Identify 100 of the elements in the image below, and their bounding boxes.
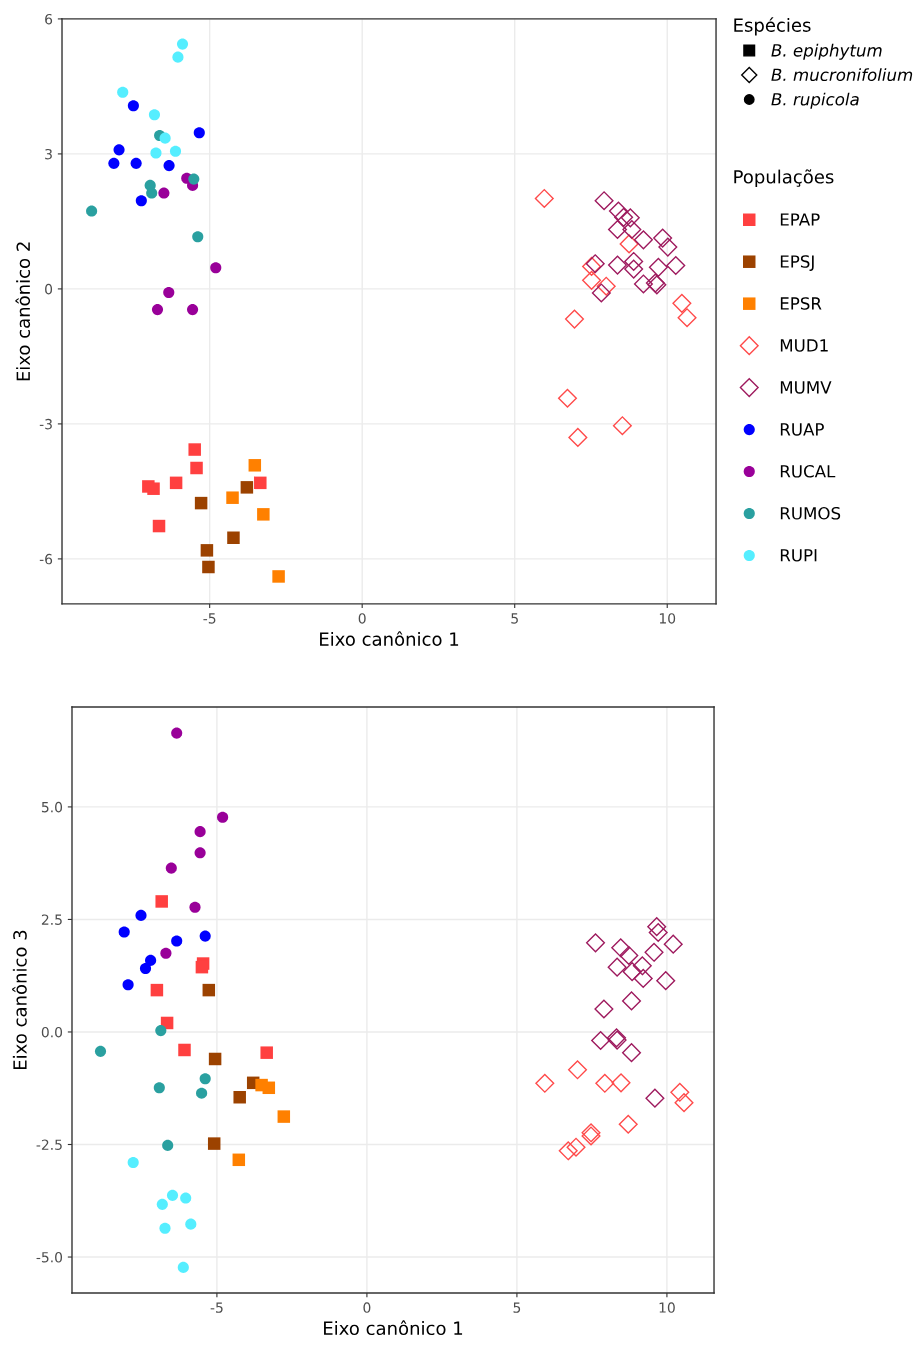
point <box>557 388 578 408</box>
point <box>622 219 642 240</box>
point <box>262 1081 276 1095</box>
point <box>169 145 182 157</box>
point <box>622 962 642 982</box>
point <box>621 991 642 1011</box>
point <box>135 909 147 921</box>
point <box>165 862 177 874</box>
x-tick-label: -5 <box>203 613 216 624</box>
point <box>648 257 668 277</box>
point <box>248 459 262 472</box>
point <box>189 901 201 913</box>
point <box>608 201 628 221</box>
point <box>594 191 614 211</box>
point <box>535 1073 555 1093</box>
point <box>621 1043 642 1063</box>
point <box>558 1141 578 1161</box>
point <box>633 274 653 294</box>
point <box>207 1137 221 1150</box>
point <box>272 570 285 583</box>
point <box>166 1189 179 1201</box>
legend-label: RUPI <box>780 549 817 562</box>
point <box>591 283 611 303</box>
point <box>169 476 183 490</box>
y-tick-label: 0.0 <box>41 1026 63 1038</box>
point <box>607 957 627 977</box>
legend-title: Populações <box>734 169 834 188</box>
point <box>202 560 215 574</box>
point <box>648 922 668 943</box>
point <box>188 443 201 456</box>
point <box>624 259 644 279</box>
point <box>160 947 172 959</box>
point <box>162 1139 174 1151</box>
legend-label: EPAP <box>780 213 820 226</box>
point <box>666 255 686 276</box>
text: B. epiphytum <box>771 43 882 60</box>
point <box>202 983 216 997</box>
point <box>171 935 183 947</box>
point <box>277 1110 291 1123</box>
point <box>585 933 606 953</box>
point <box>163 286 175 299</box>
point <box>195 960 209 974</box>
point <box>108 157 120 169</box>
point <box>596 276 616 296</box>
point <box>151 304 164 316</box>
point <box>150 147 162 159</box>
point <box>150 983 164 997</box>
y-tick-label: 2.5 <box>41 914 62 925</box>
x-tick-label: -5 <box>210 1302 223 1313</box>
text: B. rupicola <box>771 92 859 109</box>
point <box>240 481 254 494</box>
point <box>227 531 240 544</box>
point <box>187 304 199 316</box>
point <box>233 1090 246 1104</box>
point <box>254 476 267 490</box>
point <box>139 962 152 975</box>
point <box>582 270 602 290</box>
point <box>566 1137 586 1157</box>
point <box>534 188 554 208</box>
point <box>153 1082 165 1094</box>
point <box>653 228 673 248</box>
y-tick-label: 3 <box>45 148 52 160</box>
point <box>567 1060 588 1080</box>
y-tick-label: -5.0 <box>36 1252 63 1263</box>
point <box>677 308 697 328</box>
point <box>145 954 157 966</box>
point <box>172 51 184 63</box>
point <box>624 251 644 271</box>
point <box>194 847 206 859</box>
point <box>611 938 631 958</box>
point <box>159 132 171 144</box>
point <box>155 895 168 908</box>
point <box>210 262 222 274</box>
y-tick-label: 5.0 <box>41 801 63 813</box>
point <box>674 1093 694 1113</box>
y-tick-label: 0 <box>45 283 53 295</box>
point <box>619 234 639 254</box>
point <box>122 979 134 991</box>
point <box>148 109 160 121</box>
x-tick-label: 10 <box>659 1302 675 1313</box>
point <box>156 1198 168 1210</box>
point <box>257 508 270 521</box>
point <box>633 230 653 250</box>
point <box>163 160 175 172</box>
x-tick-label: 0 <box>363 1302 371 1313</box>
point <box>670 1082 690 1102</box>
point <box>130 157 142 169</box>
point <box>620 208 640 228</box>
point <box>194 496 208 510</box>
point <box>135 195 147 207</box>
point <box>196 1087 208 1099</box>
point <box>190 461 203 475</box>
point <box>180 1192 192 1204</box>
point <box>152 519 166 533</box>
point <box>619 945 639 965</box>
point <box>171 727 183 739</box>
point <box>232 1153 246 1167</box>
legend-label: MUMV <box>780 381 832 394</box>
point <box>614 207 634 227</box>
point <box>158 187 170 199</box>
